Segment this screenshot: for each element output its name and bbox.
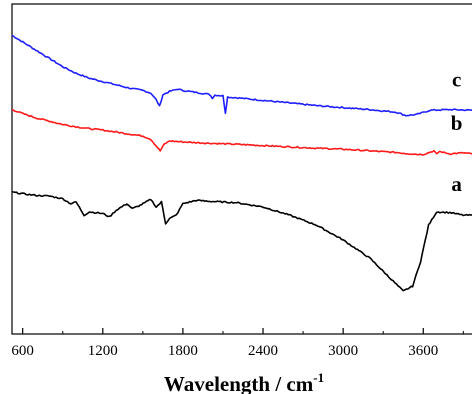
series-labels: cb a — [451, 67, 463, 196]
plot-frame — [11, 3, 472, 335]
series-line-c — [11, 34, 472, 117]
x-tick-label: 600 — [11, 343, 34, 359]
series-group — [11, 34, 472, 292]
series-line-a — [11, 190, 472, 292]
x-axis-ticks — [22, 328, 464, 334]
x-axis-tick-labels: 600 1200 1800 2400 3000 3600 — [11, 343, 438, 359]
series-line-b — [11, 108, 472, 156]
x-tick-label: 1200 — [88, 343, 118, 359]
x-tick-label: 2400 — [248, 343, 278, 359]
x-axis-title: Wavelength / cm-1 — [164, 370, 324, 394]
x-axis-title-text: Wavelength / cm — [164, 372, 314, 394]
x-tick-label: 1800 — [168, 343, 198, 359]
series-label-a: a — [451, 172, 462, 196]
x-axis-title-superscript: -1 — [313, 370, 324, 385]
x-tick-label: 3600 — [408, 343, 438, 359]
x-tick-label: 3000 — [328, 343, 358, 359]
series-label-b: b — [451, 111, 463, 135]
series-label-c: c — [452, 67, 461, 91]
